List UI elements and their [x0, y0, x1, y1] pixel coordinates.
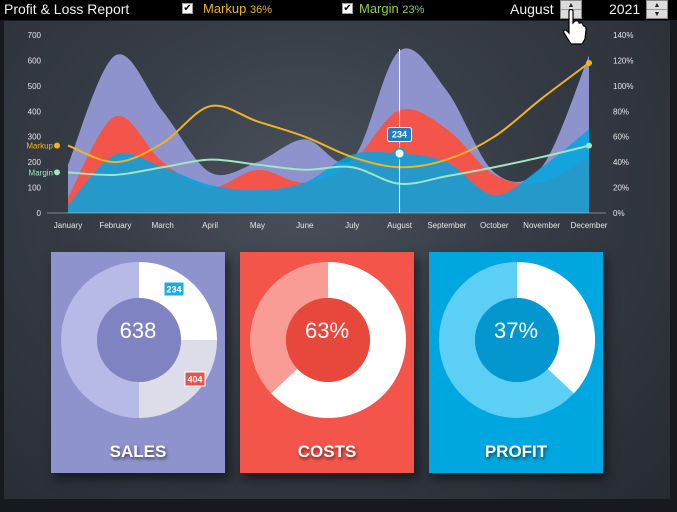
costs-card: 63% COSTS [240, 252, 414, 473]
margin-toggle-label: Margin 23% [359, 1, 424, 16]
profit-donut-center [475, 298, 559, 382]
top-bar: Profit & Loss Report ✔ Markup 36% ✔ Marg… [0, 0, 677, 20]
margin-end-dot [586, 142, 592, 149]
x-tick-label: December [571, 221, 608, 230]
x-tick-label: March [152, 221, 174, 230]
area-profit [68, 129, 589, 213]
y-tick-left: 300 [28, 133, 42, 142]
dashboard-panel: Markup Margin 0 100 200 300 400 500 600 700 0% 20%… [4, 21, 670, 499]
line-label-markup: Markup [26, 142, 53, 151]
report-title: Profit & Loss Report [4, 1, 130, 17]
x-tick-label: January [54, 221, 82, 230]
sales-costs-badge-box [184, 371, 206, 387]
sales-donut: 234 404 [61, 262, 217, 418]
x-tick-label: June [296, 221, 314, 230]
y-tick-right: 100% [613, 82, 633, 91]
y-tick-left: 700 [28, 31, 42, 40]
y-tick-left: 600 [28, 56, 42, 65]
sales-profit-badge: 234 [166, 285, 181, 295]
margin-label: Margin [359, 1, 399, 16]
sales-profit-segment [138, 262, 217, 341]
y-tick-left: 200 [28, 158, 42, 167]
sales-costs-segment [138, 339, 217, 418]
y-tick-left: 400 [28, 107, 42, 116]
costs-donut [250, 262, 406, 418]
y-tick-right: 60% [613, 133, 629, 142]
costs-value: 63% [304, 318, 350, 343]
y-tick-right: 120% [613, 56, 633, 65]
selected-point [393, 147, 406, 160]
y-tick-left: 500 [28, 82, 42, 91]
line-margin [67, 144, 590, 185]
profit-card: 37% PROFIT [429, 252, 603, 473]
markup-toggle-label: Markup 36% [203, 1, 272, 16]
profit-value: 37% [493, 318, 539, 343]
x-tick-label: October [480, 221, 509, 230]
markup-start-dot [54, 142, 60, 149]
year-spinner[interactable]: ▲ ▼ [646, 0, 668, 19]
x-tick-label: September [427, 221, 466, 230]
profit-donut-fill [516, 262, 595, 394]
y-tick-right: 80% [613, 107, 629, 116]
x-tick-label: November [523, 221, 560, 230]
year-up-arrow-icon[interactable]: ▲ [647, 1, 667, 10]
x-tick-label: May [250, 221, 265, 230]
month-value: August [510, 1, 554, 17]
sales-donut-center [97, 298, 181, 382]
markup-end-dot [586, 59, 592, 66]
year-value: 2021 [609, 1, 641, 17]
sales-card: 234 404 638 SALES [51, 252, 225, 473]
costs-label: COSTS [297, 442, 357, 461]
sales-value: 638 [119, 318, 157, 343]
costs-donut-fill [271, 262, 406, 418]
markup-checkbox[interactable]: ✔ [182, 3, 193, 14]
line-label-margin: Margin [29, 168, 53, 177]
sales-label: SALES [109, 442, 167, 461]
y-tick-left: 100 [28, 184, 42, 193]
y-tick-right: 40% [613, 158, 629, 167]
selected-tooltip-label: 234 [392, 129, 407, 139]
costs-donut-center [286, 298, 370, 382]
y-tick-right: 0% [613, 209, 625, 218]
profit-loss-chart: Markup Margin 0 100 200 300 400 500 600 700 0% 20%… [26, 31, 633, 230]
x-tick-label: February [99, 221, 131, 230]
line-markup [67, 62, 590, 169]
profit-donut [439, 262, 595, 418]
year-down-arrow-icon[interactable]: ▼ [653, 11, 661, 18]
y-tick-right: 20% [613, 184, 629, 193]
margin-start-dot [54, 169, 60, 176]
markup-label: Markup [203, 1, 247, 16]
sales-costs-badge: 404 [187, 375, 202, 385]
sales-profit-badge-box [163, 281, 185, 297]
hand-pointer-cursor-icon [563, 9, 587, 45]
profit-label: PROFIT [484, 442, 548, 461]
margin-percent: 23% [402, 4, 425, 16]
x-tick-label: April [202, 221, 218, 230]
y-tick-right: 140% [613, 31, 633, 40]
x-tick-label: July [345, 221, 359, 230]
margin-checkbox[interactable]: ✔ [342, 3, 353, 14]
y-tick-left: 0 [37, 209, 42, 218]
markup-percent: 36% [249, 4, 273, 16]
x-tick-label: August [387, 221, 413, 230]
selected-tooltip-box [387, 126, 413, 142]
